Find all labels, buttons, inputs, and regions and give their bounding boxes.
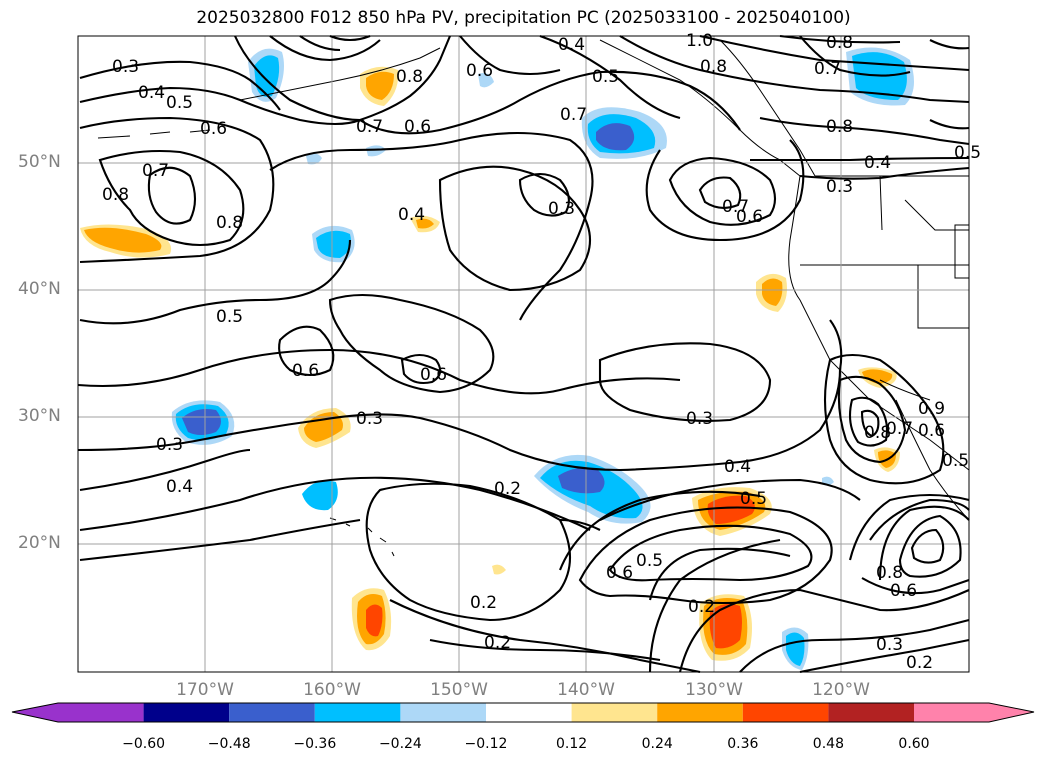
colorbar-tick-label: −0.24 [378, 736, 422, 752]
contour-label: 0.7 [142, 161, 169, 181]
colorbar-tick-label: 0.24 [641, 736, 673, 752]
contour-label: 0.6 [918, 421, 945, 441]
lat-label-30n: 30°N [18, 406, 61, 426]
contour-label: 0.7 [560, 105, 587, 125]
contour-label: 0.5 [942, 451, 969, 471]
contour-label: 0.5 [592, 67, 619, 87]
contour-label: 0.4 [398, 205, 425, 225]
colorbar-segment [914, 703, 989, 722]
contour-label: 0.6 [890, 581, 917, 601]
contour-label: 0.3 [356, 409, 383, 429]
contour-label: 0.6 [736, 207, 763, 227]
lon-label-140w: 140°W [557, 680, 615, 700]
contour-label: 0.4 [166, 477, 193, 497]
contour-label: 0.3 [826, 177, 853, 197]
contour-label: 0.4 [724, 457, 751, 477]
colorbar-segment [143, 703, 230, 722]
contour-label: 0.2 [906, 653, 933, 673]
contour-labels: 0.3 0.4 0.5 0.6 0.7 0.8 0.6 0.4 1.0 0.8 … [102, 31, 981, 673]
contour-label: 0.6 [466, 61, 493, 81]
contour-label: 0.8 [396, 67, 423, 87]
contour-label: 0.7 [722, 197, 749, 217]
colorbar-tick-label: −0.48 [207, 736, 251, 752]
colorbar-segment [229, 703, 315, 722]
contour-label: 0.7 [886, 419, 913, 439]
contour-label: 0.6 [292, 361, 319, 381]
contour-label: 0.8 [826, 33, 853, 53]
colorbar-tick-label: −0.12 [464, 736, 508, 752]
colorbar-segment [314, 703, 401, 722]
contour-label: 0.6 [606, 563, 633, 583]
colorbar-segment [571, 703, 658, 722]
lon-label-170w: 170°W [176, 680, 234, 700]
colorbar-segment [657, 703, 743, 722]
lon-label-150w: 150°W [430, 680, 488, 700]
colorbar [11, 702, 1035, 723]
contour-label: 0.2 [494, 479, 521, 499]
contour-label: 0.8 [102, 185, 129, 205]
contour-label: 0.5 [166, 93, 193, 113]
contour-label: 0.5 [216, 307, 243, 327]
colorbar-segment [400, 703, 486, 722]
colorbar-tick-label: 0.12 [556, 736, 588, 752]
colorbar-tick-label: −0.60 [122, 736, 166, 752]
contour-label: 0.9 [918, 399, 945, 419]
contour-label: 0.3 [156, 435, 183, 455]
contour-label: 0.6 [420, 365, 447, 385]
contour-label: 0.3 [686, 409, 713, 429]
colorbar-tick-label: 0.60 [898, 736, 930, 752]
colorbar-segment [742, 703, 829, 722]
colorbar-tick-label: −0.36 [293, 736, 337, 752]
lon-label-160w: 160°W [303, 680, 361, 700]
contour-label: 0.8 [864, 423, 891, 443]
contour-label: 0.5 [740, 489, 767, 509]
lon-label-130w: 130°W [685, 680, 743, 700]
lat-label-50n: 50°N [18, 152, 61, 172]
contour-label: 0.4 [864, 153, 891, 173]
contour-label: 0.4 [138, 83, 165, 103]
lat-label-20n: 20°N [18, 533, 61, 553]
colorbar-tick-label: 0.36 [727, 736, 759, 752]
pv-contours [77, 34, 970, 674]
contour-label: 0.4 [558, 35, 585, 55]
lon-label-120w: 120°W [812, 680, 870, 700]
contour-label: 0.7 [814, 59, 841, 79]
contour-label: 0.3 [112, 57, 139, 77]
colorbar-extend-low [12, 703, 58, 722]
contour-label: 0.8 [876, 563, 903, 583]
colorbar-extend-high [989, 703, 1034, 722]
contour-label: 1.0 [686, 31, 713, 51]
contour-label: 0.5 [954, 143, 981, 163]
contour-label: 0.6 [404, 117, 431, 137]
contour-label: 0.6 [200, 119, 227, 139]
contour-label: 0.3 [876, 635, 903, 655]
contour-label: 0.2 [688, 597, 715, 617]
positive-precip-shading [80, 66, 900, 661]
lat-label-40n: 40°N [18, 279, 61, 299]
contour-label: 0.2 [470, 593, 497, 613]
contour-label: 0.3 [548, 199, 575, 219]
colorbar-tick-label: 0.48 [812, 736, 844, 752]
contour-label: 0.8 [700, 57, 727, 77]
map-frame [77, 35, 970, 673]
contour-label: 0.2 [484, 633, 511, 653]
contour-label: 0.7 [356, 117, 383, 137]
map-title: 2025032800 F012 850 hPa PV, precipitatio… [196, 8, 851, 28]
contour-label: 0.8 [216, 213, 243, 233]
colorbar-segment [486, 703, 572, 722]
contour-label: 0.8 [826, 117, 853, 137]
colorbar-segment [58, 703, 144, 722]
contour-label: 0.5 [636, 551, 663, 571]
colorbar-segment [828, 703, 914, 722]
